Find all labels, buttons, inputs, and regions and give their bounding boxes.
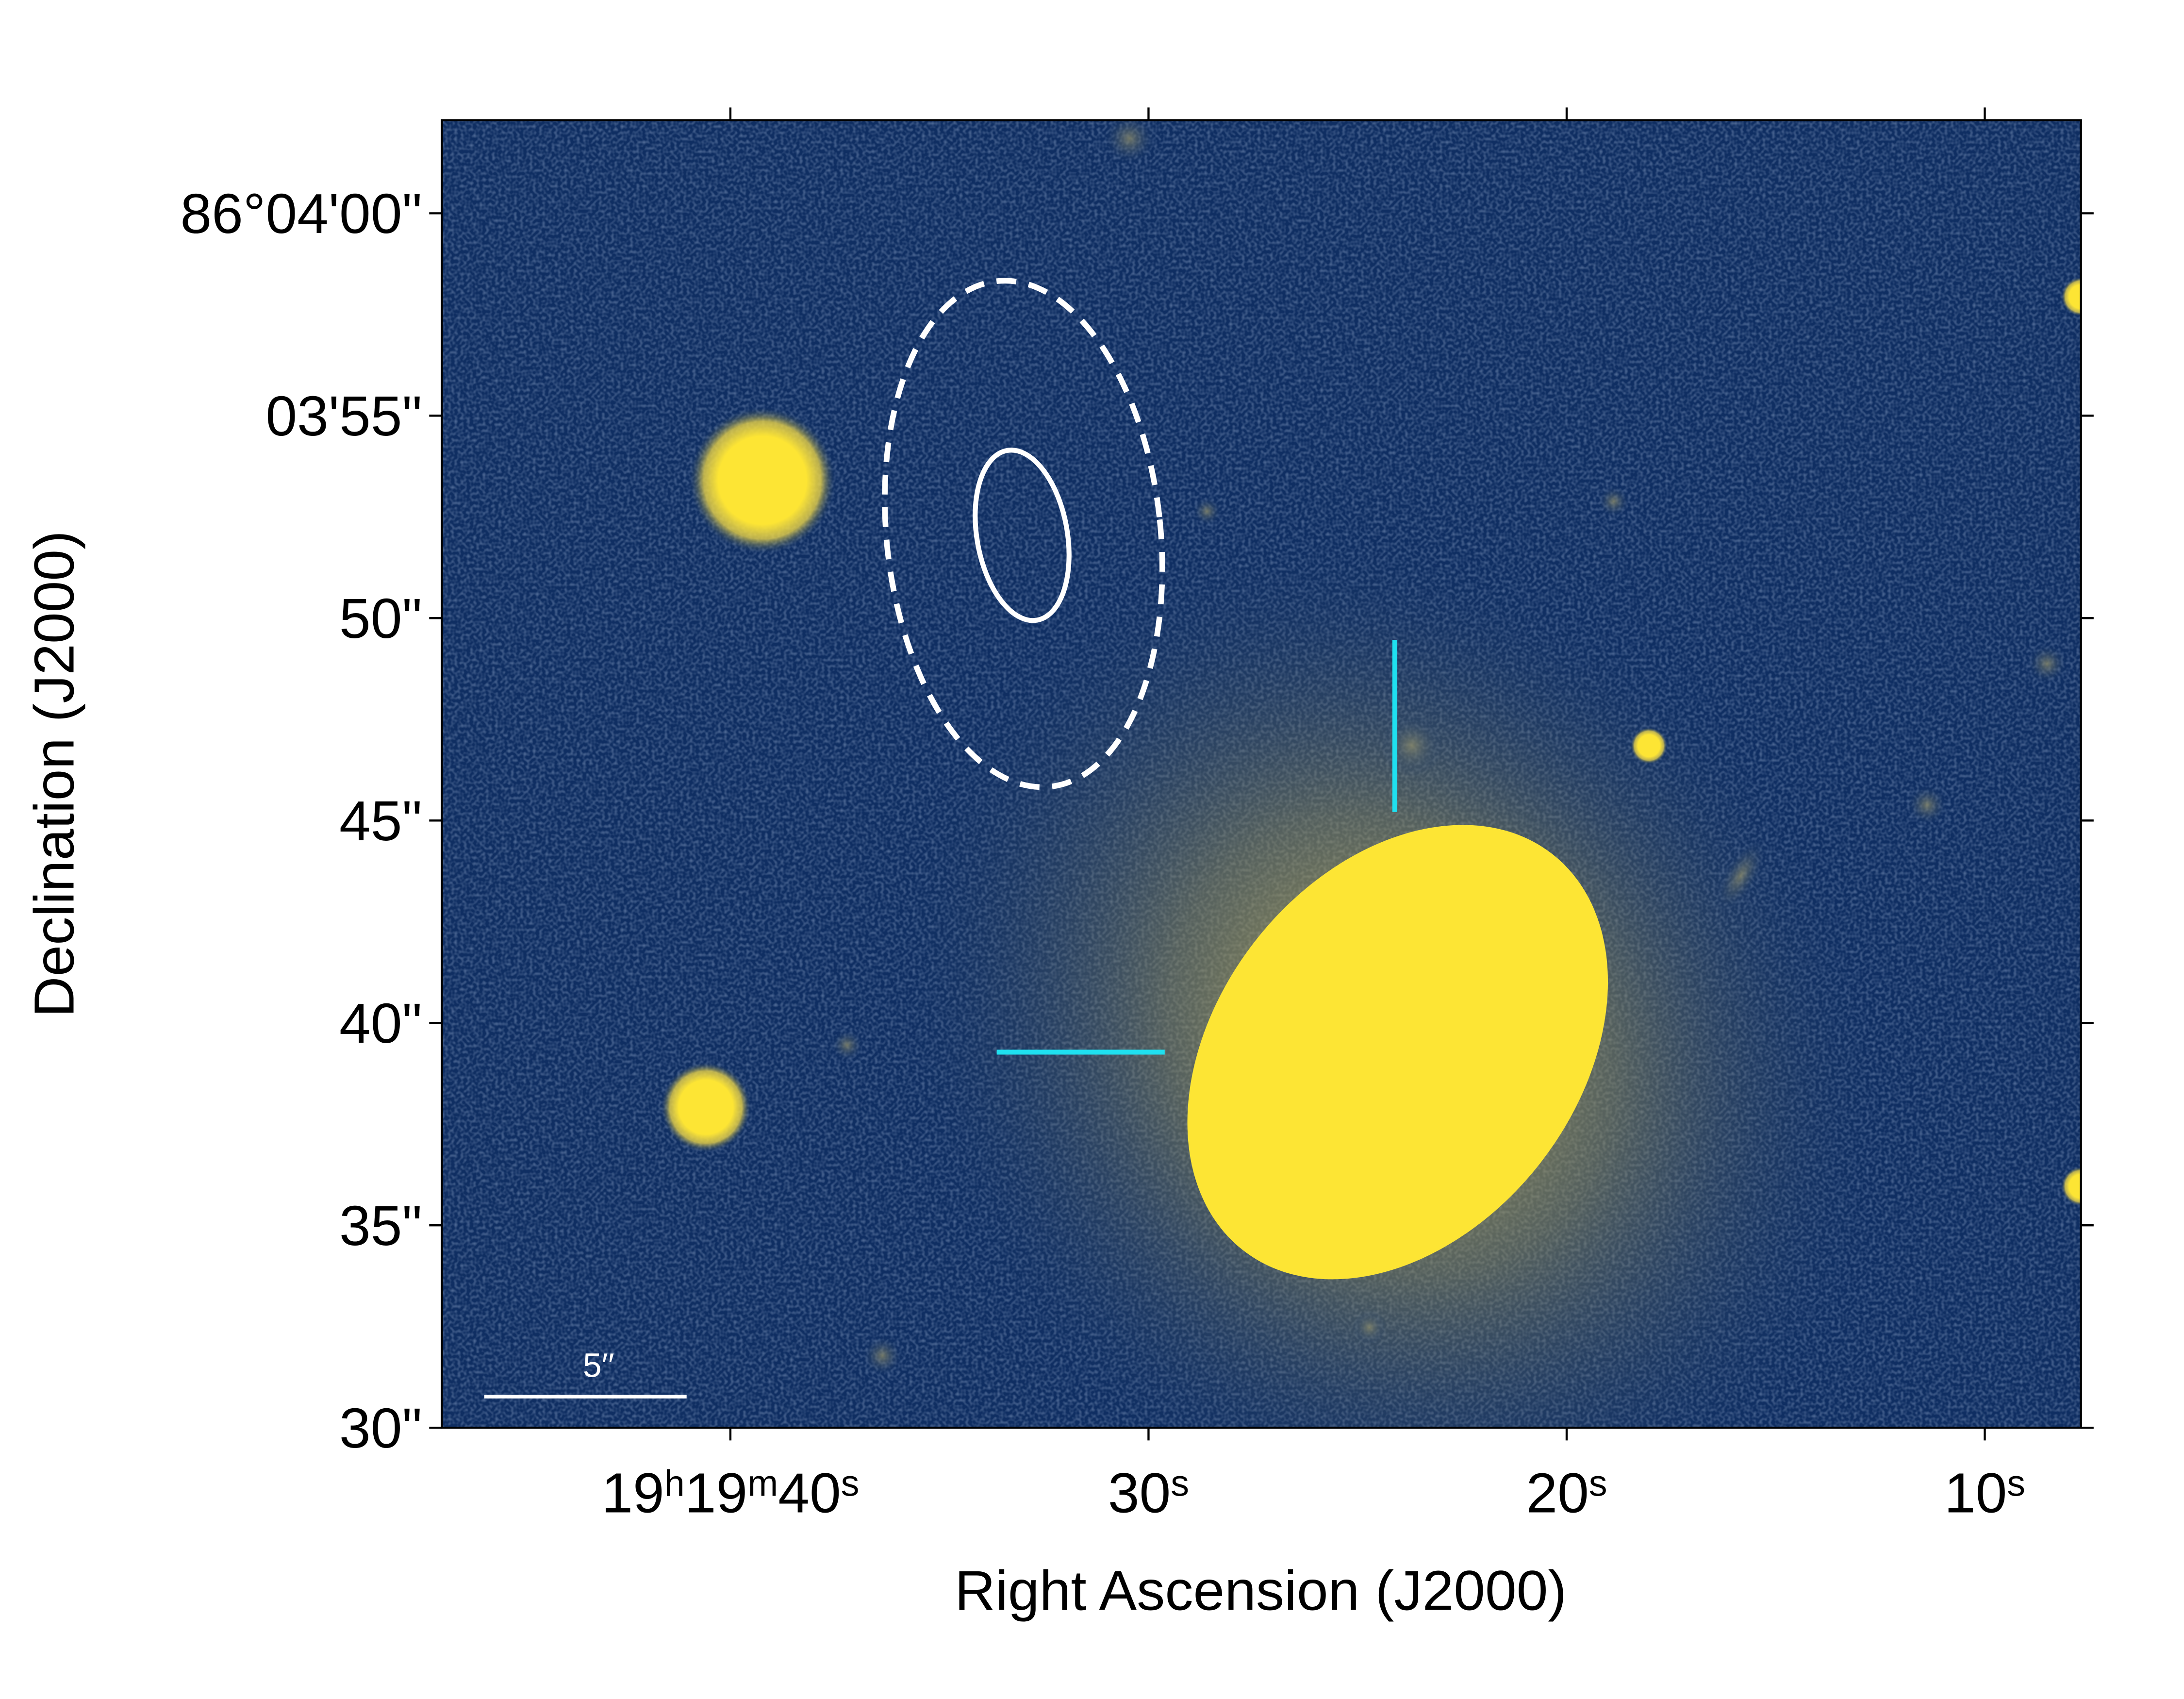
x-tick-label: 10s xyxy=(1944,1462,2025,1525)
scale-bar-label: 5′′ xyxy=(583,1346,614,1384)
galaxy xyxy=(1187,825,1608,1280)
y-tick-label: 86°04'00" xyxy=(180,182,422,245)
error-ellipse xyxy=(973,448,1072,623)
faint-source xyxy=(1352,1310,1387,1345)
star xyxy=(1630,727,1668,765)
star xyxy=(689,407,836,554)
x-tick-label: 20s xyxy=(1526,1462,1607,1525)
star xyxy=(2061,1166,2081,1206)
y-tick-label: 30" xyxy=(339,1397,422,1460)
x-axis-label: Right Ascension (J2000) xyxy=(955,1559,1567,1622)
faint-source xyxy=(831,1029,863,1061)
faint-source xyxy=(2027,644,2067,684)
star xyxy=(2061,277,2081,316)
y-tick-label: 45" xyxy=(339,789,422,852)
y-tick-label: 50" xyxy=(339,587,422,650)
faint-source xyxy=(1380,715,1443,777)
y-tick-label: 40" xyxy=(339,992,422,1055)
plot-frame xyxy=(441,119,2082,1429)
x-tick-label: 30s xyxy=(1108,1462,1189,1525)
faint-source xyxy=(1716,840,1766,911)
faint-source xyxy=(862,1336,902,1376)
error-ellipse-dashed xyxy=(882,278,1165,790)
y-tick-label: 03'55" xyxy=(265,384,422,448)
y-tick-label: 35" xyxy=(339,1194,422,1257)
x-tick-label: 19h19m40s xyxy=(601,1462,859,1525)
faint-source xyxy=(1907,785,1947,825)
sky-image xyxy=(442,120,2081,1428)
star xyxy=(661,1062,751,1152)
y-axis-label: Declination (J2000) xyxy=(22,531,85,1017)
faint-source xyxy=(1192,497,1222,526)
faint-source xyxy=(1104,120,1155,164)
faint-source xyxy=(1598,485,1629,517)
